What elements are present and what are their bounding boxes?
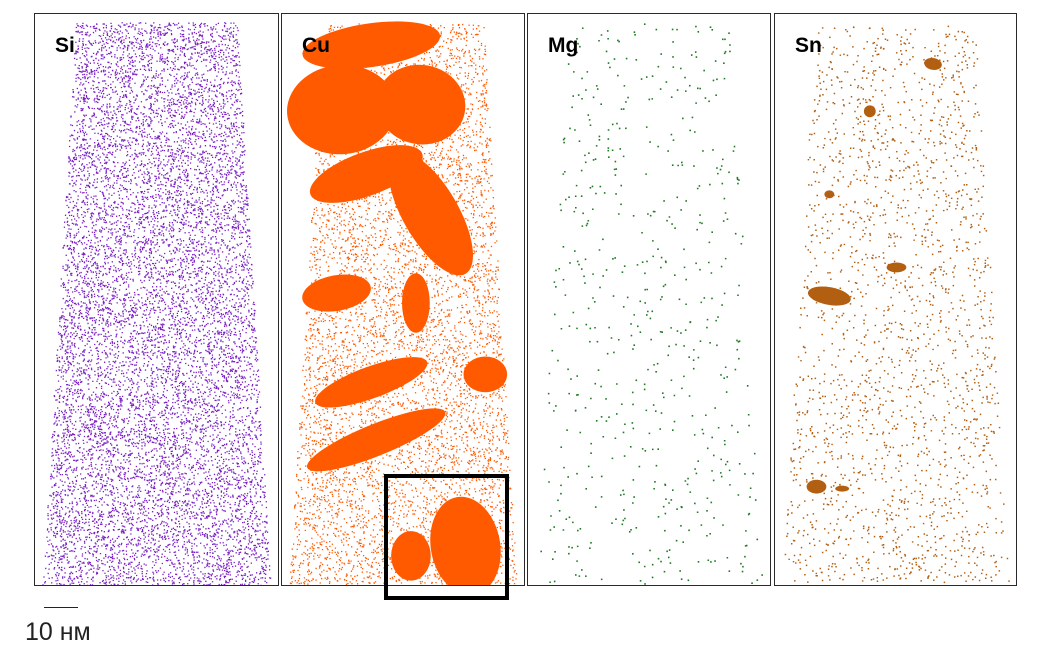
scale-bar-label: 10 нм (25, 618, 91, 646)
cu-label: Cu (302, 34, 330, 57)
sn-map-panel: Sn (774, 13, 1017, 586)
mg-label: Mg (548, 34, 579, 57)
highlight-box (384, 474, 509, 600)
si-label: Si (55, 34, 75, 57)
cu-map-panel: Cu (281, 13, 525, 586)
sn-label: Sn (795, 34, 822, 57)
scale-bar-line (44, 607, 78, 608)
si-atom-map (42, 22, 272, 585)
si-map-panel: Si (34, 13, 279, 586)
mg-map-panel: Mg (527, 13, 771, 586)
mg-atom-map (540, 23, 763, 585)
sn-atom-map (784, 25, 1010, 584)
cu-atom-map (287, 21, 518, 585)
